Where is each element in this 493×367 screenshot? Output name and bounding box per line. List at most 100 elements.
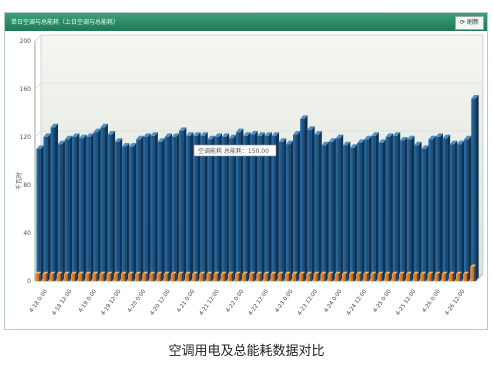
bar-orange xyxy=(384,271,391,281)
bar-blue-side xyxy=(325,141,329,281)
bar-orange-front xyxy=(199,273,204,281)
refresh-button[interactable]: ⟳ 刷新 xyxy=(455,16,484,30)
bar-orange-top xyxy=(220,271,227,274)
bar-orange-top xyxy=(434,271,441,274)
x-tick-label: 4-18 0:00 xyxy=(29,288,49,314)
bar-orange-front xyxy=(413,273,418,281)
bar-orange-front xyxy=(406,273,411,281)
bar-blue-front xyxy=(335,138,341,281)
bar-blue-front xyxy=(93,132,98,281)
bar-orange xyxy=(441,271,448,281)
bar-orange-front xyxy=(63,273,68,281)
bar-blue-side xyxy=(390,133,394,281)
bar-blue xyxy=(378,139,386,281)
bar-blue-side xyxy=(333,138,337,281)
bar-blue-top xyxy=(335,134,344,139)
bar-blue xyxy=(243,132,251,281)
bar-orange xyxy=(420,271,427,281)
bar-blue-top xyxy=(43,133,51,137)
bar-orange-front xyxy=(185,273,190,281)
bar-blue-front xyxy=(243,135,248,281)
bar-blue-front xyxy=(178,131,184,281)
bar-blue-front xyxy=(43,137,48,281)
bar-orange-top xyxy=(35,271,42,274)
bar-blue xyxy=(136,135,144,281)
bar-blue-top xyxy=(93,128,101,133)
bar-blue-side xyxy=(440,133,444,281)
bar-blue-front xyxy=(100,127,105,282)
bar-orange-top xyxy=(56,271,63,274)
bar-blue-side xyxy=(233,134,237,281)
bar-orange xyxy=(463,271,470,281)
bar-orange xyxy=(313,271,320,281)
bar-blue-top xyxy=(371,132,379,136)
bar-orange-front xyxy=(391,273,396,281)
bar-blue-side xyxy=(240,128,244,281)
bar-blue xyxy=(342,141,351,281)
bar-blue-top xyxy=(264,132,272,136)
bar-blue-front xyxy=(407,139,412,281)
bar-blue-side xyxy=(161,138,165,281)
bar-orange-front xyxy=(156,273,161,281)
bar-blue-front xyxy=(193,135,198,281)
bar-orange-top xyxy=(406,271,413,274)
bar-blue-front xyxy=(456,144,462,281)
bar-orange xyxy=(291,271,298,281)
bar-orange-top xyxy=(349,271,356,274)
bar-blue-side xyxy=(183,127,187,282)
bar-blue xyxy=(93,128,101,281)
bar-orange-front xyxy=(398,273,403,281)
bar-orange-front xyxy=(306,273,311,281)
bar-blue xyxy=(171,133,180,281)
bar-blue-front xyxy=(171,137,177,281)
bar-orange xyxy=(234,271,241,281)
bar-orange-front xyxy=(434,273,439,281)
bar-blue-side xyxy=(268,132,272,281)
bar-blue-front xyxy=(307,129,312,281)
bar-blue-side xyxy=(347,141,351,281)
bar-blue-top xyxy=(399,137,408,141)
bar-orange xyxy=(363,271,370,281)
gridline-diagonal xyxy=(34,34,42,42)
bar-blue-front xyxy=(350,147,355,281)
x-tick-label: 4-19 0:00 xyxy=(78,288,98,314)
bar-orange-front xyxy=(370,273,375,281)
bar-blue xyxy=(307,126,315,281)
bar-blue xyxy=(107,131,116,281)
bar-orange-front xyxy=(234,273,239,281)
bar-orange-front xyxy=(92,273,97,281)
bar-blue xyxy=(235,128,244,281)
bar-blue-front xyxy=(392,135,398,281)
bar-orange-front xyxy=(455,273,460,281)
bar-blue-side xyxy=(475,95,479,281)
bar-blue-side xyxy=(226,133,230,281)
bar-blue-side xyxy=(55,123,59,281)
bar-blue xyxy=(292,131,301,281)
bar-orange xyxy=(448,271,455,281)
bar-blue-side xyxy=(382,139,386,281)
tooltip-text: 空调能耗 总能耗：150.00 xyxy=(198,147,269,155)
bar-blue xyxy=(86,133,94,281)
bar-orange-top xyxy=(128,271,135,274)
bar-blue-front xyxy=(250,134,255,281)
bar-orange-front xyxy=(170,273,175,281)
bar-blue-front xyxy=(271,135,277,281)
bar-blue-side xyxy=(304,115,308,282)
bar-orange xyxy=(120,271,127,281)
bar-orange-front xyxy=(349,273,354,281)
bar-blue-top xyxy=(385,133,394,137)
bar-orange xyxy=(413,271,420,281)
bar-orange xyxy=(398,271,405,281)
x-tick-label: 4-24 0:00 xyxy=(323,288,343,314)
bar-blue xyxy=(186,132,194,281)
bar-blue xyxy=(150,132,158,281)
bar-blue-top xyxy=(143,133,151,137)
bar-blue-front xyxy=(321,145,326,281)
bar-orange-top xyxy=(199,271,206,274)
bar-orange-front xyxy=(99,273,104,281)
x-tick-label: 4-23 12:00 xyxy=(297,288,319,316)
bar-orange-front xyxy=(327,273,332,281)
bar-orange-top xyxy=(63,271,70,274)
bar-orange xyxy=(192,271,199,281)
bar-orange-front xyxy=(299,273,304,281)
